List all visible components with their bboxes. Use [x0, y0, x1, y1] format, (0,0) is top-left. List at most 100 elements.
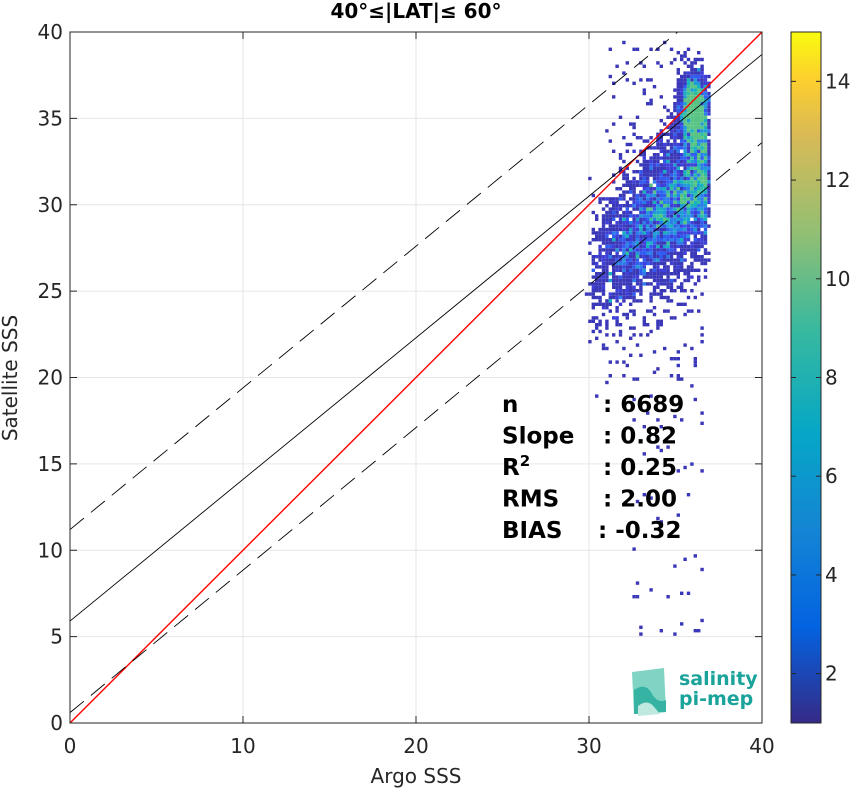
density-cell — [690, 78, 694, 82]
density-cell — [595, 326, 599, 330]
density-cell — [618, 275, 623, 279]
density-cell — [591, 302, 595, 306]
density-cell — [629, 268, 633, 272]
density-cell — [601, 306, 606, 310]
density-cell — [690, 139, 694, 143]
density-cell — [622, 268, 626, 272]
density-cell — [697, 275, 701, 279]
density-cell — [598, 278, 602, 283]
density-cell — [642, 255, 646, 259]
density-cell — [646, 282, 650, 286]
density-cell — [707, 81, 711, 85]
density-cell — [680, 193, 684, 198]
density-cell — [676, 214, 680, 218]
density-cell — [693, 363, 697, 368]
density-cell — [703, 136, 708, 140]
x-tick-label: 20 — [403, 734, 428, 758]
density-cell — [595, 217, 599, 221]
density-cell — [690, 61, 694, 65]
density-cell — [697, 163, 701, 167]
density-cell — [642, 176, 646, 181]
density-cell — [588, 282, 592, 286]
density-cell — [690, 88, 694, 92]
density-cell — [690, 275, 694, 279]
density-cell — [635, 275, 640, 279]
density-cell — [693, 173, 697, 177]
density-cell — [649, 47, 653, 51]
density-cell — [669, 278, 674, 283]
density-cell — [595, 275, 599, 279]
density-cell — [632, 204, 636, 208]
density-cell — [656, 248, 660, 252]
density-cell — [669, 197, 674, 201]
density-cell — [707, 193, 711, 198]
density-cell — [625, 295, 629, 300]
density-cell — [629, 227, 633, 232]
density-cell — [618, 268, 623, 272]
density-cell — [666, 193, 670, 198]
density-cell — [707, 125, 711, 130]
density-cell — [656, 217, 660, 221]
density-cell — [669, 153, 674, 157]
density-cell — [642, 282, 646, 286]
density-cell — [612, 207, 616, 211]
density-cell — [683, 278, 687, 283]
density-cell — [652, 159, 657, 164]
density-cell — [635, 238, 640, 242]
density-cell — [649, 224, 653, 228]
density-cell — [707, 112, 711, 116]
density-cell — [669, 316, 674, 320]
density-cell — [680, 255, 684, 259]
density-cell — [673, 125, 677, 130]
density-cell — [625, 255, 629, 259]
reference-lines — [70, 32, 762, 723]
density-cell — [635, 251, 640, 255]
density-cell — [676, 302, 680, 306]
density-cell — [646, 244, 650, 249]
density-cell — [666, 139, 670, 143]
density-cell — [673, 163, 677, 167]
density-cell — [608, 299, 612, 303]
density-cell — [673, 231, 677, 235]
density-cell — [639, 268, 643, 272]
density-cell — [649, 329, 653, 334]
density-cell — [700, 95, 704, 99]
logo-line2: pi-mep — [679, 688, 753, 710]
density-cell — [635, 499, 640, 504]
density-cell — [693, 119, 697, 123]
density-cell — [595, 261, 599, 266]
density-cell — [669, 115, 674, 119]
y-tick-label: 35 — [38, 106, 63, 130]
density-cell — [686, 115, 691, 119]
density-cell — [697, 105, 701, 109]
density-cell — [697, 238, 701, 242]
density-cell — [707, 132, 711, 136]
density-cell — [646, 159, 650, 164]
density-cell — [649, 210, 653, 215]
density-cell — [659, 204, 663, 208]
density-cell — [669, 282, 674, 286]
density-cell — [635, 136, 640, 140]
density-cell — [700, 173, 704, 177]
density-cell — [700, 238, 704, 242]
density-cell — [615, 197, 619, 201]
density-cell — [629, 255, 633, 259]
density-cell — [659, 251, 663, 255]
density-cell — [615, 360, 619, 364]
density-cell — [673, 632, 677, 636]
density-cell — [697, 258, 701, 262]
density-cell — [659, 275, 663, 279]
density-cell — [676, 91, 680, 96]
density-cell — [649, 244, 653, 249]
density-cell — [693, 255, 697, 259]
density-cell — [686, 139, 691, 143]
stat-value: : 6689 — [603, 392, 684, 418]
density-cell — [693, 108, 697, 113]
density-cell — [639, 278, 643, 283]
density-cell — [649, 136, 653, 140]
density-cell — [642, 268, 646, 272]
density-cell — [601, 285, 606, 289]
density-cell — [690, 207, 694, 211]
density-cell — [707, 163, 711, 167]
density-cell — [676, 108, 680, 113]
